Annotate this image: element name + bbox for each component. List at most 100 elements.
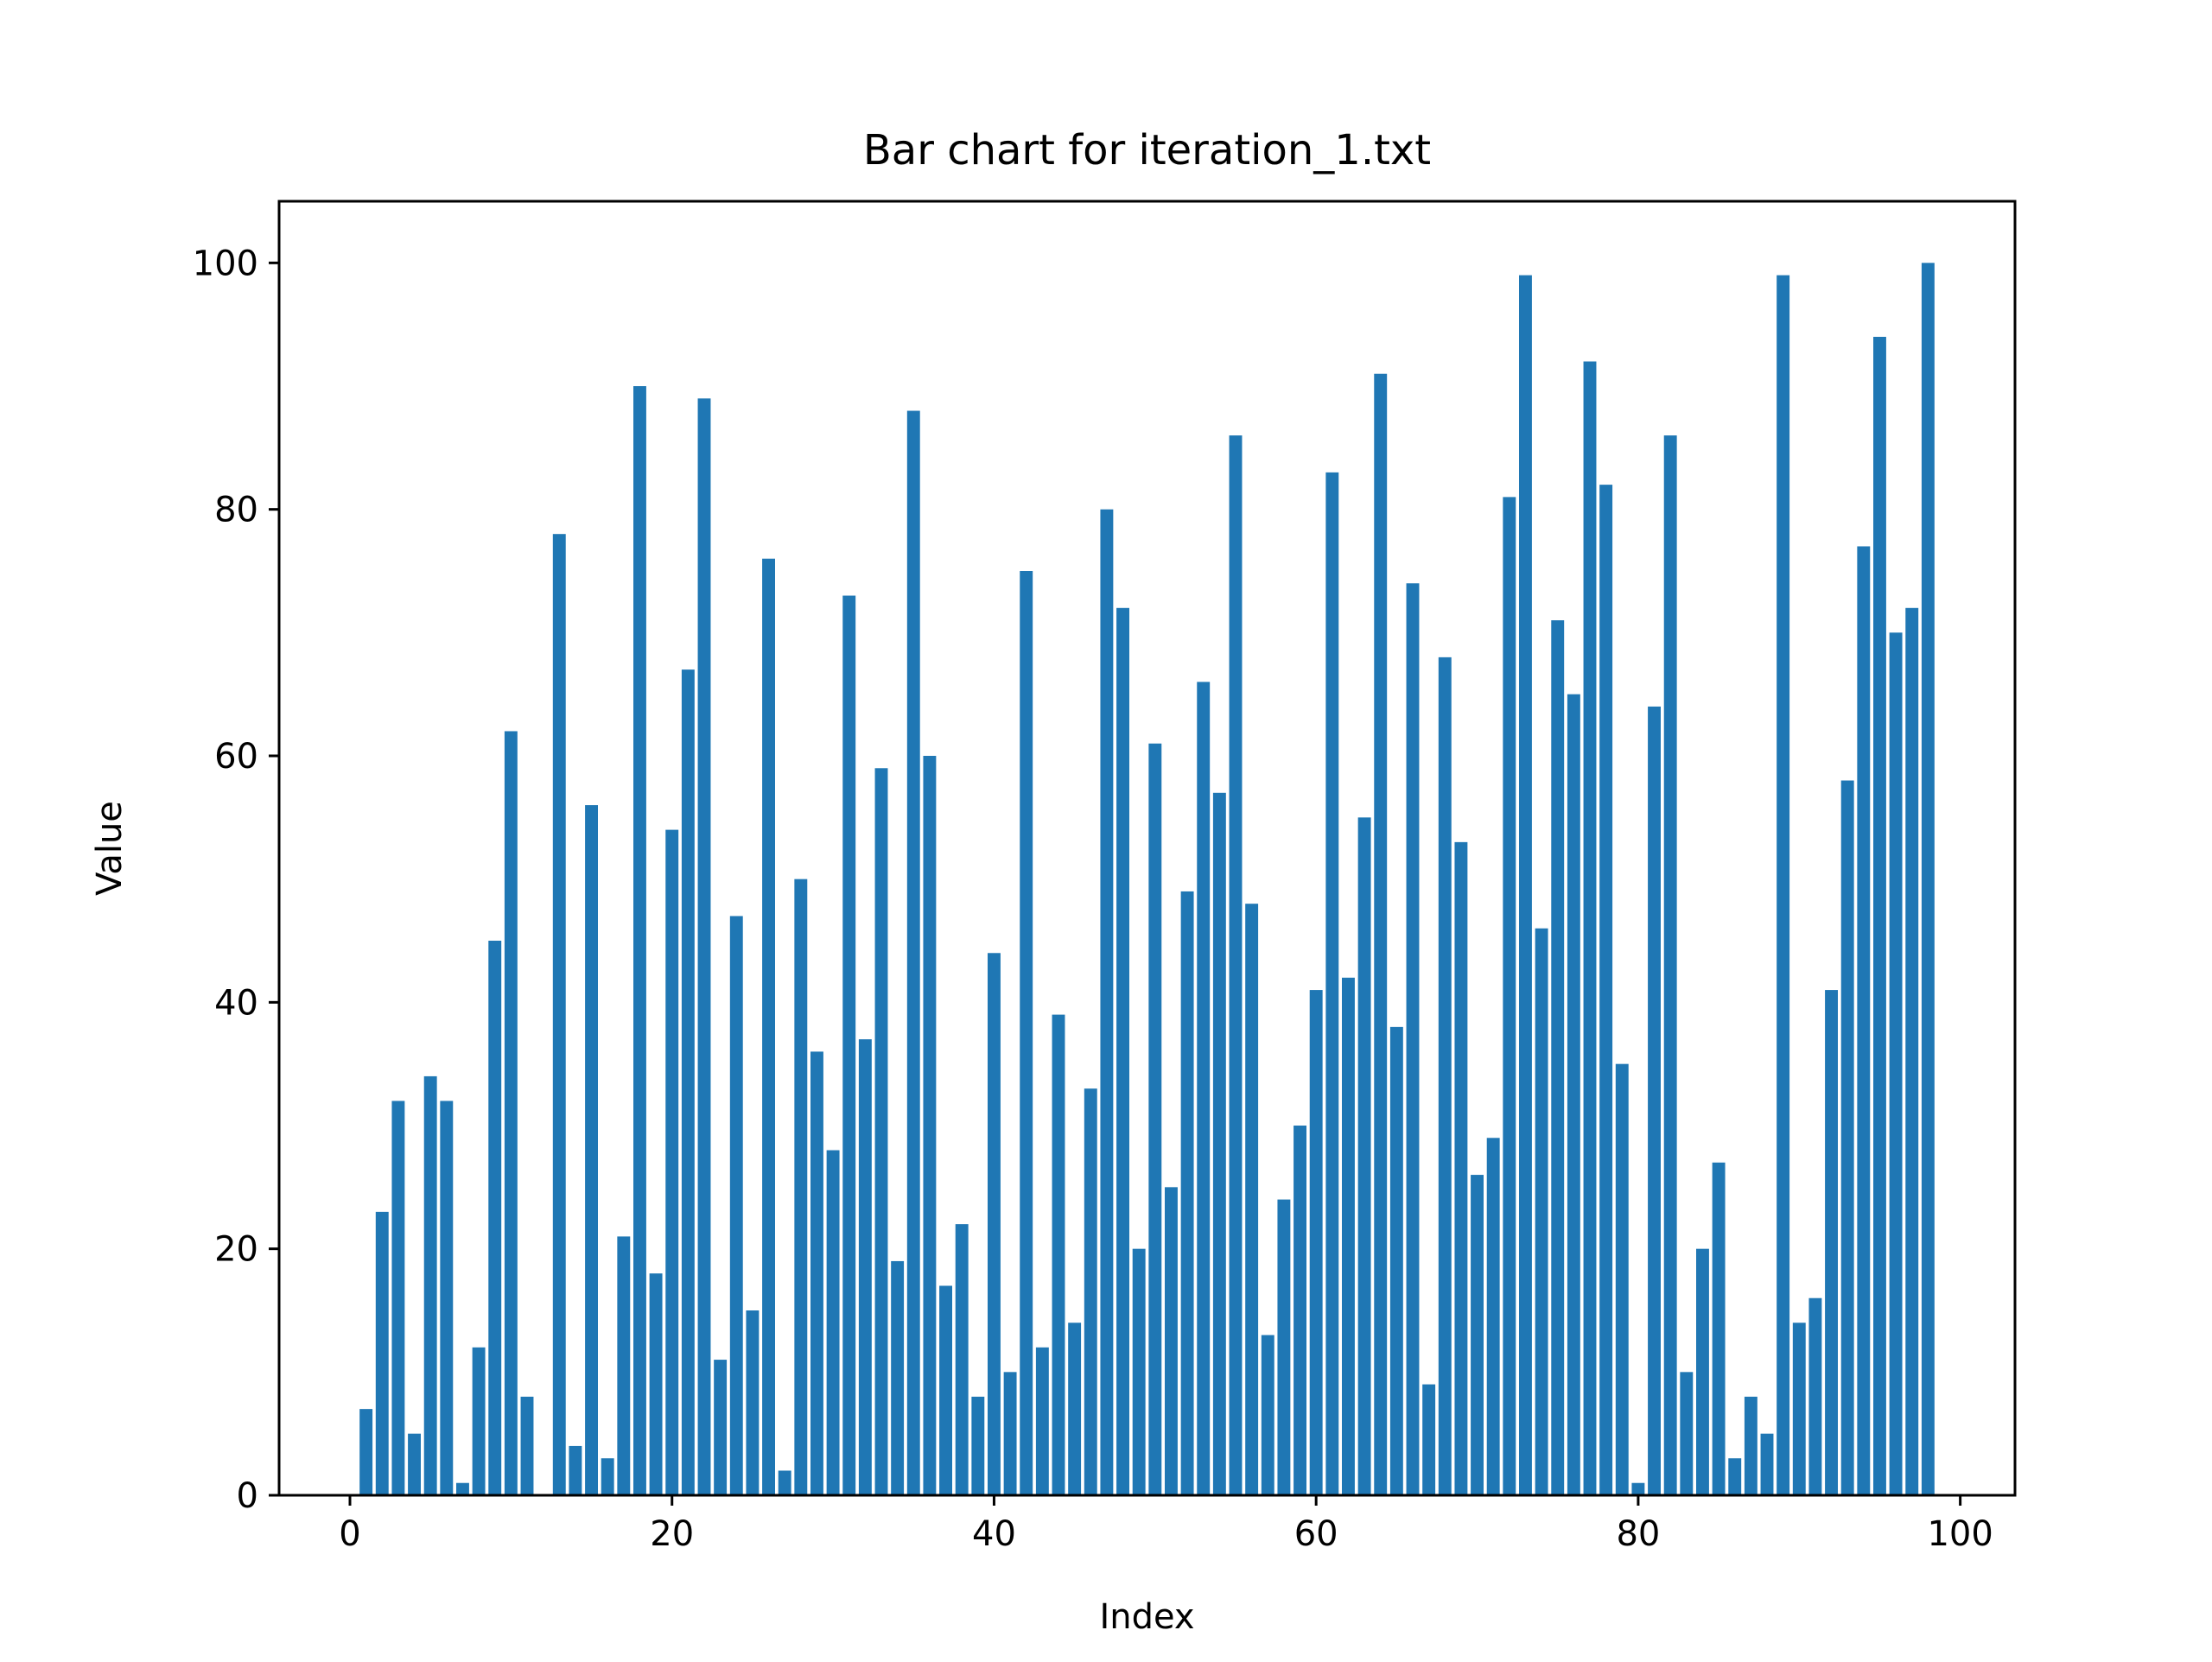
bar — [1615, 1063, 1629, 1495]
bar — [1148, 743, 1162, 1495]
y-tick-label: 20 — [214, 1230, 258, 1270]
bar — [1599, 485, 1613, 1495]
bar — [681, 669, 695, 1495]
bar — [552, 534, 566, 1496]
bar — [1052, 1014, 1065, 1495]
x-tick-label: 100 — [1927, 1514, 1993, 1554]
bar — [1374, 373, 1388, 1496]
bar — [585, 805, 598, 1495]
x-tick-label: 20 — [650, 1514, 694, 1554]
bar — [1728, 1458, 1742, 1495]
bar — [1486, 1138, 1500, 1495]
bar — [1921, 263, 1935, 1496]
bar — [1261, 1335, 1274, 1495]
y-axis-label: Value — [90, 801, 130, 896]
bar — [1035, 1347, 1049, 1495]
bar — [440, 1101, 454, 1495]
bar — [391, 1101, 405, 1495]
y-tick-label: 60 — [214, 737, 258, 777]
bar — [1471, 1175, 1484, 1495]
x-tick-label: 80 — [1616, 1514, 1660, 1554]
bar — [1325, 472, 1339, 1495]
bar — [826, 1150, 840, 1495]
bar — [633, 386, 646, 1495]
bar — [1712, 1162, 1726, 1495]
bar — [794, 879, 808, 1495]
x-tick-label: 40 — [972, 1514, 1016, 1554]
bar — [1583, 361, 1597, 1496]
bar — [1808, 1297, 1822, 1495]
bar — [665, 829, 679, 1495]
bar — [1680, 1372, 1694, 1495]
bar — [858, 1039, 872, 1495]
plot-frame — [277, 200, 2017, 1497]
bar — [697, 398, 711, 1495]
bar — [1406, 583, 1420, 1495]
bar — [1438, 657, 1452, 1495]
bar — [488, 941, 502, 1495]
chart-title: Bar chart for iteration_1.txt — [863, 126, 1431, 174]
bar — [1840, 780, 1854, 1495]
y-tick-label: 0 — [237, 1476, 258, 1516]
bar — [891, 1260, 905, 1495]
bar — [1342, 977, 1355, 1495]
bar — [1229, 435, 1243, 1495]
bar — [375, 1211, 389, 1495]
bar — [1760, 1433, 1774, 1495]
y-ticks-group: 0 20 40 60 80 100 — [193, 244, 279, 1516]
bars-group — [359, 263, 1935, 1496]
bar — [649, 1273, 663, 1495]
bar — [1663, 435, 1677, 1495]
bar — [762, 558, 775, 1495]
bar — [906, 410, 920, 1495]
bar — [1132, 1248, 1146, 1495]
bar — [1857, 546, 1871, 1495]
bar — [810, 1051, 823, 1495]
bar — [1535, 928, 1548, 1495]
bar — [1696, 1248, 1709, 1495]
bar — [359, 1409, 373, 1495]
x-tick-label: 60 — [1294, 1514, 1338, 1554]
bar — [423, 1075, 437, 1495]
bar — [988, 953, 1001, 1495]
bar — [1648, 706, 1661, 1495]
bar — [1020, 571, 1033, 1495]
bar — [1389, 1026, 1403, 1495]
bar — [504, 731, 518, 1495]
bar — [778, 1470, 791, 1495]
bar — [1454, 841, 1468, 1495]
y-tick-label: 40 — [214, 983, 258, 1023]
bar — [1180, 891, 1194, 1495]
bar — [1165, 1187, 1178, 1495]
bar — [1825, 990, 1838, 1495]
bar — [1197, 682, 1211, 1495]
bar — [1084, 1088, 1097, 1495]
bar — [1551, 620, 1565, 1495]
bar — [1277, 1199, 1291, 1495]
bar — [714, 1360, 728, 1495]
bar — [569, 1445, 582, 1495]
bar — [874, 768, 888, 1495]
bar — [1003, 1372, 1017, 1495]
x-axis-label: Index — [1099, 1597, 1194, 1637]
bar — [1294, 1126, 1306, 1495]
bar — [1503, 497, 1516, 1495]
bar — [939, 1285, 952, 1495]
bar — [472, 1347, 486, 1495]
bar — [1422, 1384, 1436, 1495]
bar — [617, 1236, 631, 1495]
bar — [1744, 1396, 1758, 1495]
y-tick-label: 80 — [214, 491, 258, 530]
y-tick-label: 100 — [193, 244, 258, 283]
bar — [923, 756, 937, 1495]
bar — [729, 916, 743, 1495]
bar — [746, 1310, 760, 1495]
bar — [408, 1433, 421, 1495]
bar — [456, 1482, 469, 1495]
bar — [1567, 694, 1580, 1495]
bar — [1245, 904, 1259, 1495]
bar — [1068, 1323, 1082, 1495]
bar — [601, 1458, 614, 1495]
